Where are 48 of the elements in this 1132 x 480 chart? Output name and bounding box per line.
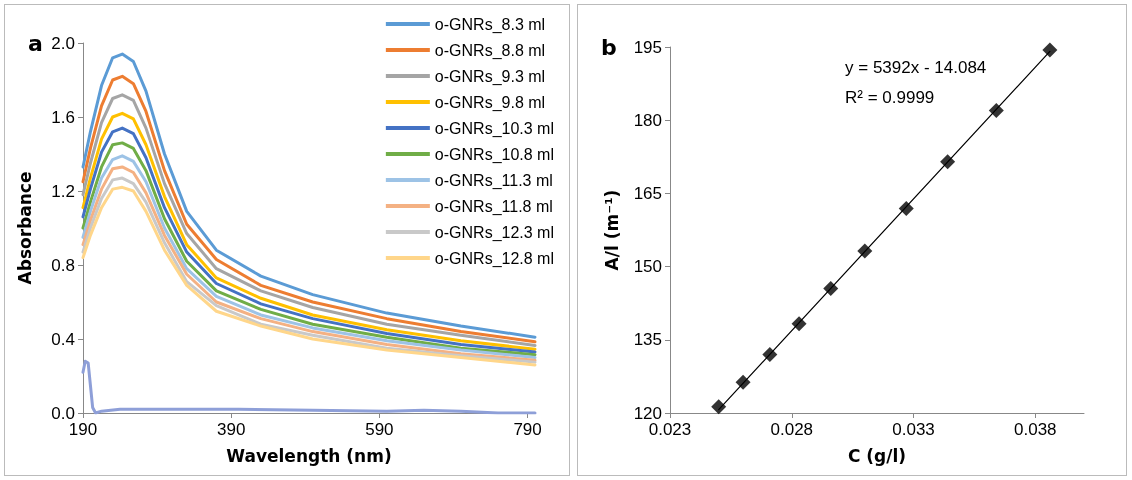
legend-label: o-GNRs_8.8 ml — [434, 41, 546, 60]
point — [711, 399, 727, 415]
y-tick-label: 135 — [633, 330, 662, 350]
y-axis-title: Absorbance — [14, 171, 35, 285]
legend-label: o-GNRs_9.8 ml — [434, 93, 546, 112]
legend-label: o-GNRs_10.8 ml — [434, 145, 555, 164]
x-tick-label: 190 — [68, 420, 98, 439]
y-tick-label: 0.0 — [51, 403, 75, 423]
y-tick-label: 120 — [633, 403, 662, 423]
point — [762, 346, 778, 362]
legend-label: o-GNRs_8.3 ml — [434, 15, 546, 34]
annotation: R² = 0.9999 — [845, 88, 935, 107]
legend-label: o-GNRs_11.3 ml — [434, 171, 553, 190]
x-tick-label: 0.038 — [1014, 420, 1057, 439]
x-tick-label: 0.028 — [770, 420, 814, 439]
point — [898, 201, 914, 217]
point — [823, 281, 839, 297]
y-tick-label: 0.4 — [51, 329, 75, 349]
x-tick-label: 0.033 — [892, 420, 935, 439]
y-tick-label: 180 — [633, 110, 662, 130]
chart-title: a — [28, 30, 43, 56]
x-axis-title: Wavelength (nm) — [226, 445, 392, 466]
y-tick-label: 1.6 — [51, 107, 75, 127]
y-tick-label: 2.0 — [51, 33, 75, 53]
legend-label: o-GNRs_9.3 ml — [434, 67, 546, 86]
chart-title: b — [601, 34, 617, 60]
legend-label: o-GNRs_11.8 ml — [434, 197, 553, 216]
y-tick-label: 150 — [633, 257, 662, 277]
point — [940, 154, 956, 170]
y-tick-label: 1.2 — [51, 181, 75, 201]
y-tick-label: 165 — [633, 183, 662, 203]
annotation: y = 5392x - 14.084 — [845, 58, 987, 77]
x-tick-label: 590 — [365, 420, 394, 439]
y-axis-title: A/l (m⁻¹) — [601, 189, 622, 271]
point — [735, 374, 751, 390]
y-tick-label: 195 — [633, 37, 662, 57]
point — [857, 243, 873, 259]
x-tick-label: 0.023 — [648, 420, 692, 439]
legend-label: o-GNRs_12.8 ml — [434, 249, 555, 268]
legend-label: o-GNRs_10.3 ml — [434, 119, 555, 138]
point — [1042, 42, 1058, 58]
x-tick-label: 390 — [217, 420, 246, 439]
x-tick-label: 790 — [513, 420, 542, 439]
y-tick-label: 0.8 — [51, 255, 75, 275]
point — [791, 316, 807, 332]
legend-label: o-GNRs_12.3 ml — [434, 223, 555, 242]
point — [988, 102, 1004, 118]
x-axis-title: C (g/l) — [847, 445, 907, 466]
